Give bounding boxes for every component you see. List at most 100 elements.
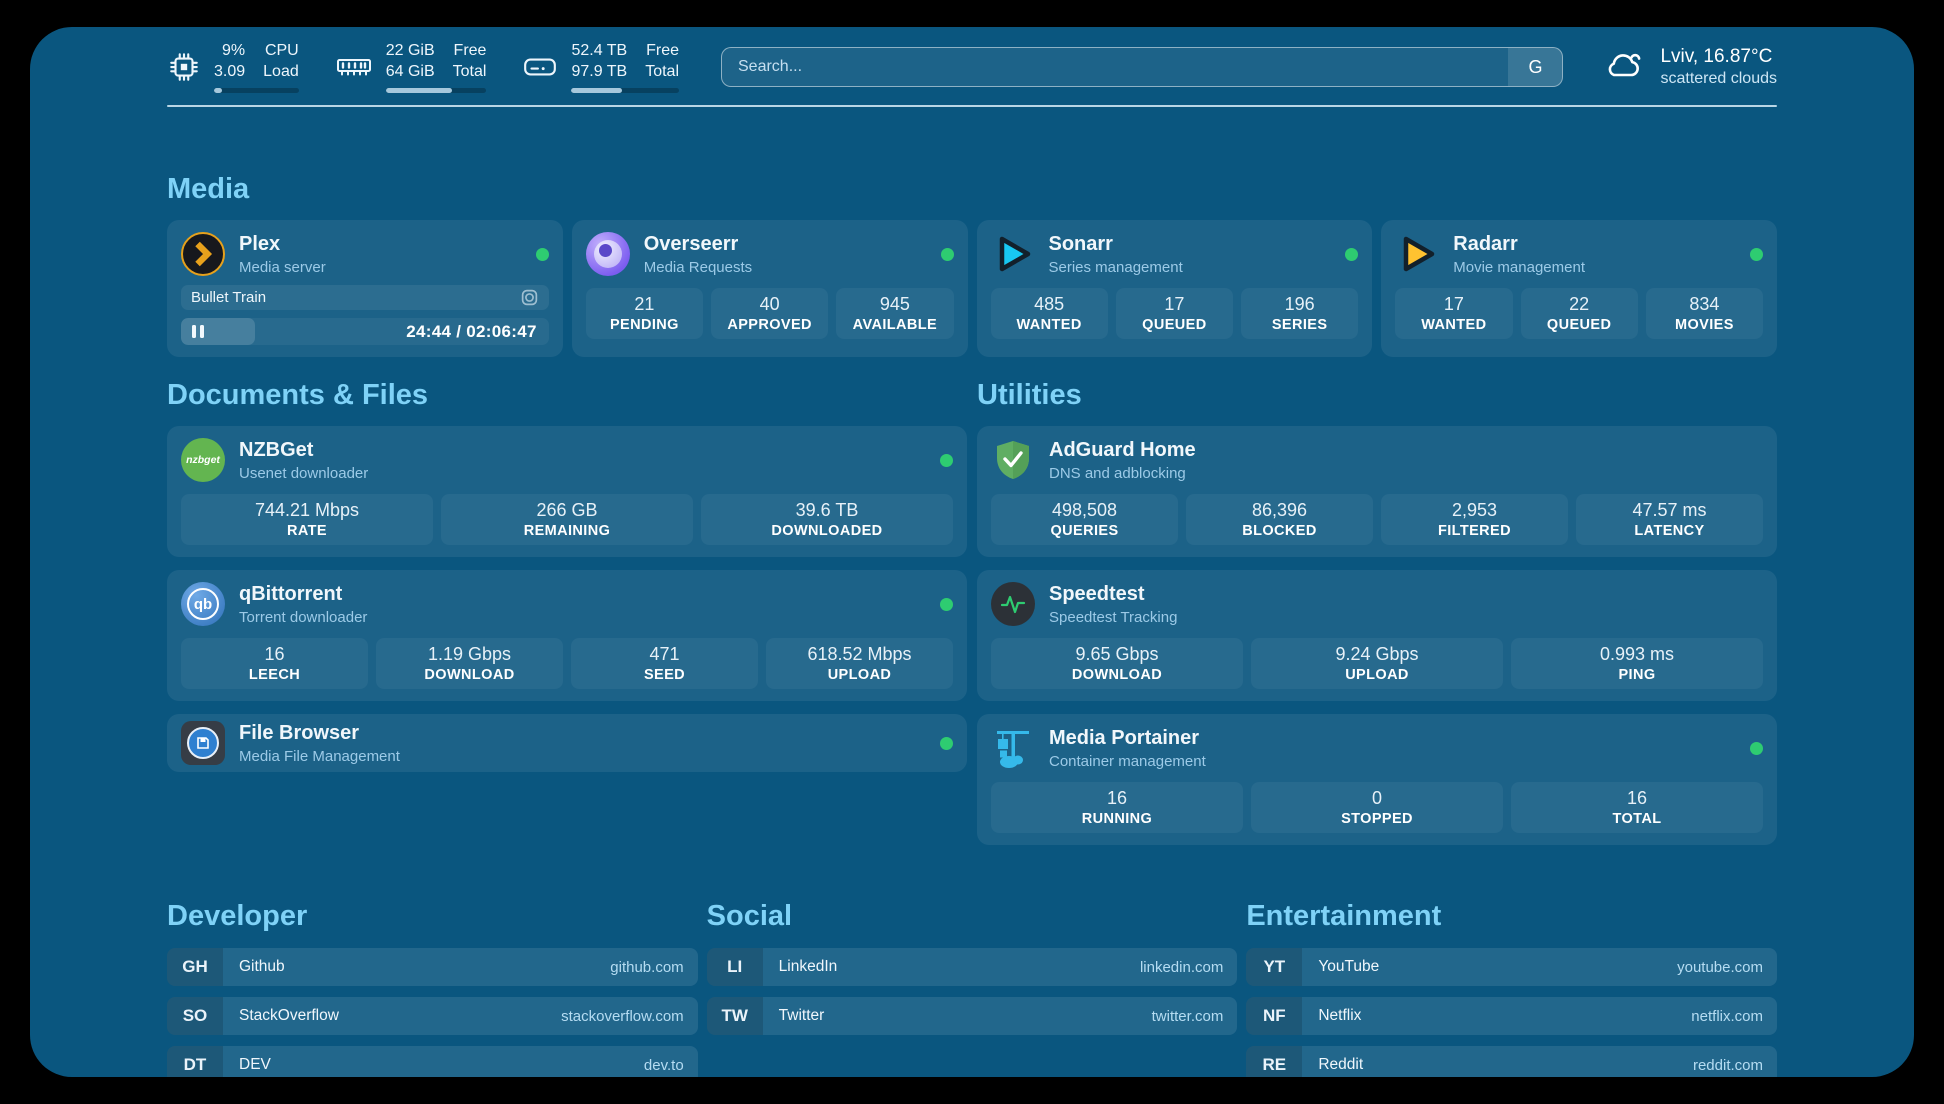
bookmark-row-dev[interactable]: DT DEV dev.to <box>167 1046 698 1077</box>
service-description: Container management <box>1049 752 1206 770</box>
bookmark-name: DEV <box>239 1056 271 1073</box>
disk-total-value: 97.9 TB <box>571 63 628 80</box>
service-card-radarr[interactable]: Radarr Movie management 17 WANTED 22 QUE… <box>1381 220 1777 357</box>
stat-value: 834 <box>1689 294 1720 314</box>
stat-box: 16 TOTAL <box>1511 782 1763 833</box>
stat-value: 39.6 TB <box>795 500 859 520</box>
stat-box: 1.19 Gbps DOWNLOAD <box>376 638 563 689</box>
stat-label: AVAILABLE <box>852 317 938 333</box>
section-title-media: Media <box>167 173 250 205</box>
bookmark-url: youtube.com <box>1677 958 1763 976</box>
documents-column: Documents & Files nzbget NZBGet Usenet d… <box>167 379 967 785</box>
bookmark-row-twitter[interactable]: TW Twitter twitter.com <box>706 997 1238 1035</box>
service-card-filebrowser[interactable]: File Browser Media File Management <box>167 714 967 772</box>
stat-label: UPLOAD <box>827 667 892 683</box>
weather-widget[interactable]: Lviv, 16.87°C scattered clouds <box>1601 46 1777 88</box>
service-name: Speedtest <box>1049 582 1145 605</box>
cpu-load-value: 3.09 <box>214 63 246 80</box>
bookmark-name: Github <box>239 958 285 975</box>
stat-value: 17 <box>1164 294 1185 314</box>
stat-value: 17 <box>1443 294 1464 314</box>
memory-free-value: 22 GiB <box>385 42 435 60</box>
stat-box: 39.6 TB DOWNLOADED <box>701 494 953 545</box>
service-card-qbittorrent[interactable]: qb qBittorrent Torrent downloader 16 LEE… <box>167 570 967 701</box>
service-description: DNS and adblocking <box>1049 464 1186 482</box>
search-input[interactable] <box>722 48 1509 86</box>
bookmark-row-netflix[interactable]: NF Netflix netflix.com <box>1246 997 1777 1035</box>
service-name: Radarr <box>1453 232 1518 255</box>
bookmark-row-github[interactable]: GH Github github.com <box>167 948 698 986</box>
bookmark-abbr: YT <box>1246 948 1303 986</box>
stat-box: 266 GB REMAINING <box>441 494 693 545</box>
bookmark-row-stackoverflow[interactable]: SO StackOverflow stackoverflow.com <box>167 997 698 1035</box>
playback-bar[interactable]: 24:44 / 02:06:47 <box>181 318 549 345</box>
stat-label: PENDING <box>609 317 679 333</box>
stat-label: MOVIES <box>1674 317 1734 333</box>
service-card-sonarr[interactable]: Sonarr Series management 485 WANTED 17 Q… <box>976 220 1373 357</box>
bookmark-row-reddit[interactable]: RE Reddit reddit.com <box>1246 1046 1777 1077</box>
stat-box: 834 MOVIES <box>1645 288 1763 339</box>
stat-label: WANTED <box>1016 317 1082 333</box>
bookmark-row-linkedin[interactable]: LI LinkedIn linkedin.com <box>706 948 1238 986</box>
status-dot <box>535 247 549 261</box>
service-description: Torrent downloader <box>239 608 368 626</box>
disk-total-label: Total <box>645 63 679 80</box>
stat-value: 945 <box>879 294 910 314</box>
pause-button[interactable] <box>181 325 204 338</box>
weather-condition: scattered clouds <box>1660 70 1777 87</box>
service-card-plex[interactable]: Plex Media server Bullet Train 24:44 / 0… <box>167 220 563 357</box>
memory-stat: 22 GiB 64 GiB Free Total <box>335 41 487 93</box>
stat-value: 16 <box>264 644 285 664</box>
service-card-speedtest[interactable]: Speedtest Speedtest Tracking 9.65 Gbps D… <box>977 570 1777 701</box>
playback-time: 24:44 / 02:06:47 <box>406 321 537 341</box>
service-card-adguard[interactable]: AdGuard Home DNS and adblocking 498,508 … <box>977 426 1777 557</box>
stat-label: DOWNLOADED <box>771 523 883 539</box>
stat-label: LEECH <box>248 667 301 683</box>
stat-value: 498,508 <box>1051 500 1118 520</box>
stat-box: 945 AVAILABLE <box>836 288 954 339</box>
bookmarks-social: Social LI LinkedIn linkedin.com TW Twitt… <box>706 900 1238 1046</box>
section-title-utilities: Utilities <box>977 379 1082 411</box>
stat-box: 0.993 ms PING <box>1511 638 1763 689</box>
search-provider-button[interactable]: G <box>1508 48 1563 86</box>
now-playing-title: Bullet Train <box>191 289 267 306</box>
stat-value: 618.52 Mbps <box>807 644 912 664</box>
bookmark-url: twitter.com <box>1151 1007 1224 1025</box>
stat-box: 16 RUNNING <box>991 782 1243 833</box>
bookmark-name: LinkedIn <box>778 958 838 975</box>
stat-label: REMAINING <box>523 523 611 539</box>
weather-location-temp: Lviv, 16.87°C <box>1660 46 1773 67</box>
bookmark-name: Reddit <box>1318 1056 1364 1073</box>
service-description: Series management <box>1048 258 1183 276</box>
service-name: Media Portainer <box>1049 726 1200 749</box>
memory-total-label: Total <box>452 63 487 80</box>
stat-value: 86,396 <box>1251 500 1308 520</box>
stat-box: 196 SERIES <box>1241 288 1359 339</box>
stat-value: 0.993 ms <box>1599 644 1675 664</box>
service-description: Speedtest Tracking <box>1049 608 1178 626</box>
header: 9% 3.09 CPU Load <box>167 27 1777 93</box>
service-name: NZBGet <box>239 438 314 461</box>
media-grid: Plex Media server Bullet Train 24:44 / 0… <box>167 220 1777 357</box>
stat-label: TOTAL <box>1612 811 1662 827</box>
service-card-portainer[interactable]: Media Portainer Container management 16 … <box>977 714 1777 845</box>
stat-value: 0 <box>1371 788 1382 808</box>
stat-value: 16 <box>1626 788 1648 808</box>
cpu-stat: 9% 3.09 CPU Load <box>167 41 299 93</box>
bookmark-abbr: SO <box>167 997 223 1035</box>
bookmark-row-youtube[interactable]: YT YouTube youtube.com <box>1246 948 1777 986</box>
section-title-entertainment: Entertainment <box>1246 900 1442 932</box>
stat-label: FILTERED <box>1437 523 1511 539</box>
qbittorrent-icon: qb <box>181 582 225 626</box>
status-dot <box>1750 247 1763 261</box>
stat-value: 21 <box>634 294 655 314</box>
dashboard: 9% 3.09 CPU Load <box>30 27 1914 1077</box>
stat-box: 744.21 Mbps RATE <box>181 494 433 545</box>
sonarr-icon <box>991 232 1035 276</box>
search-bar: G <box>721 47 1564 87</box>
service-name: Sonarr <box>1048 232 1113 255</box>
service-card-overseerr[interactable]: Overseerr Media Requests 21 PENDING 40 A… <box>571 220 968 357</box>
service-card-nzbget[interactable]: nzbget NZBGet Usenet downloader 744.21 M… <box>167 426 967 557</box>
stat-box: 16 LEECH <box>181 638 368 689</box>
radarr-icon <box>1395 232 1439 276</box>
